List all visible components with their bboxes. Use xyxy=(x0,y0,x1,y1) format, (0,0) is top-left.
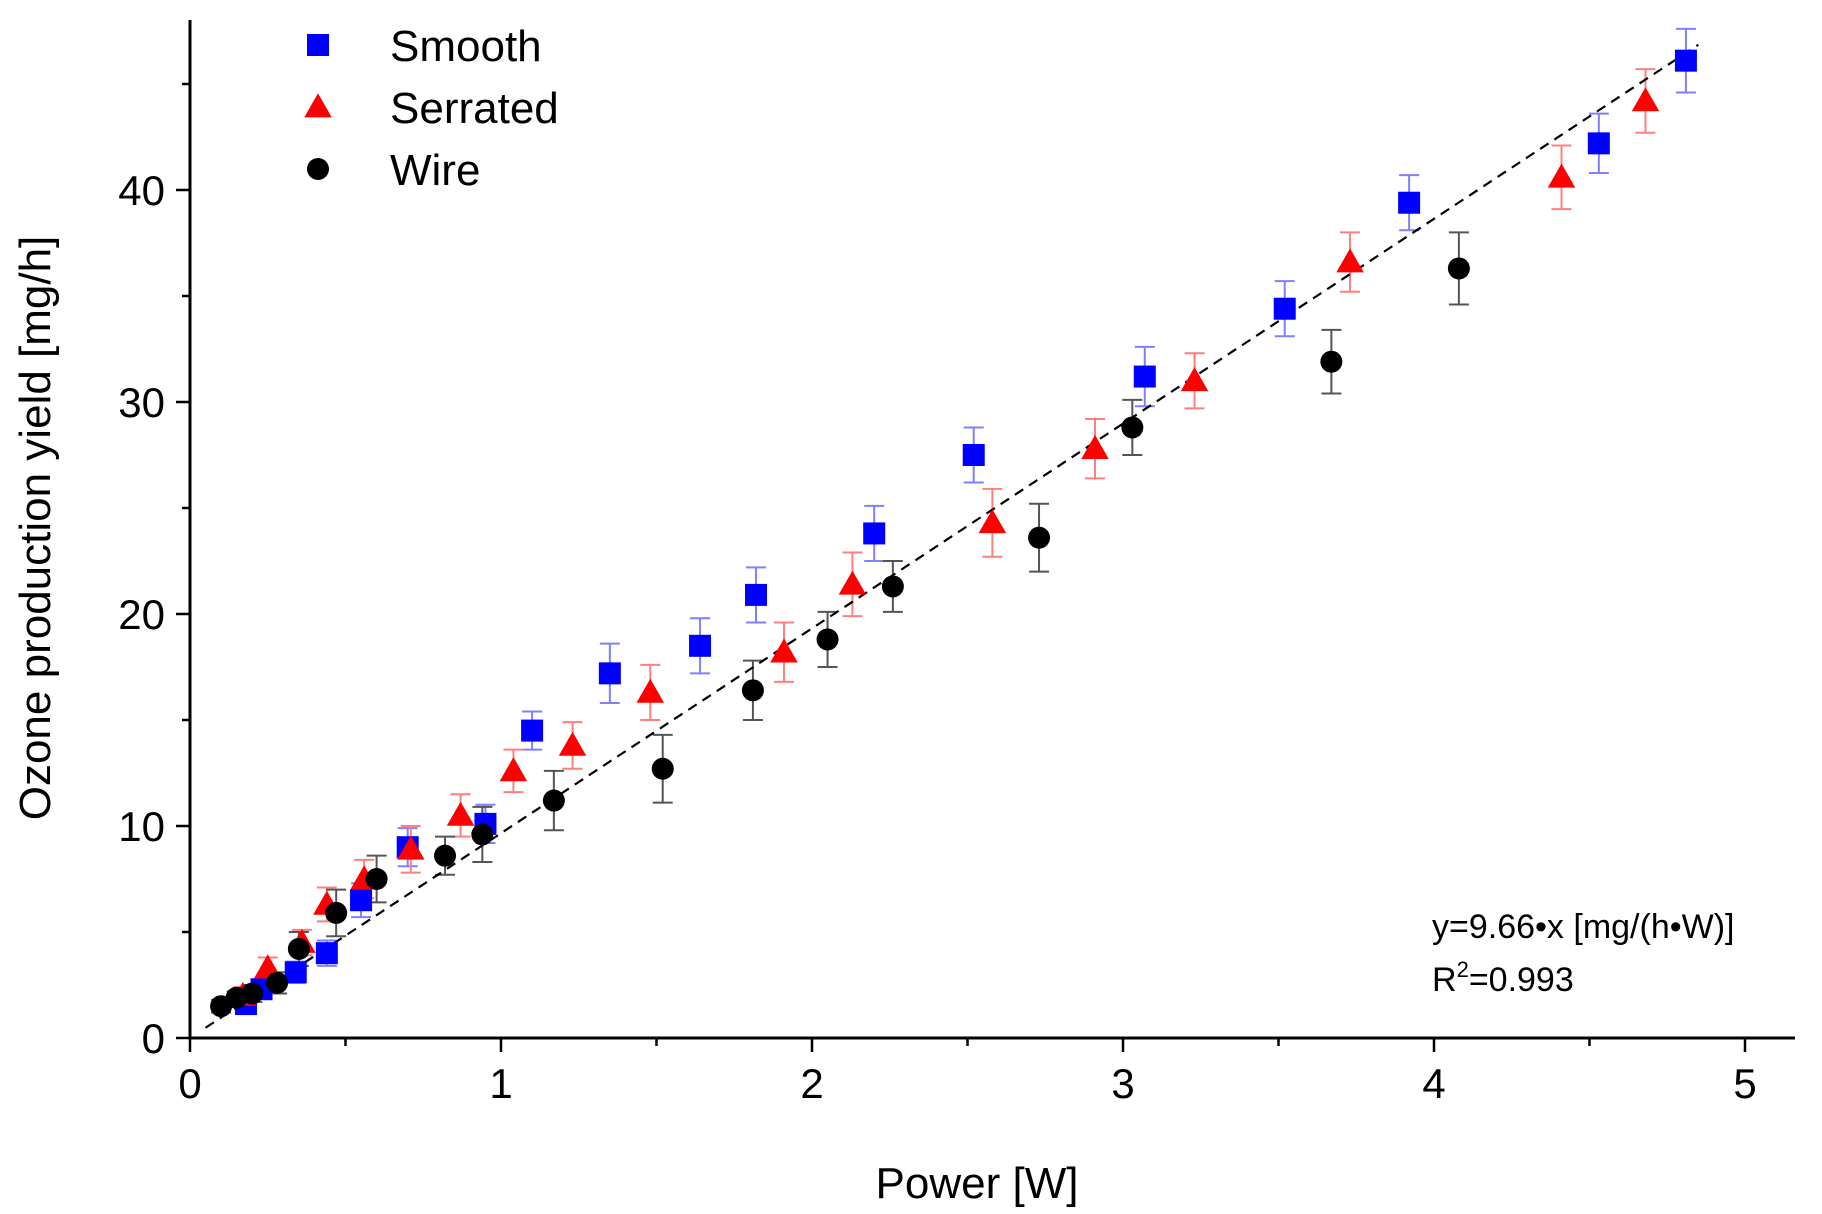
r-squared-prefix: R xyxy=(1432,961,1457,999)
fit-equation: y=9.66•x [mg/(h•W)] xyxy=(1432,908,1735,946)
smooth-point xyxy=(315,942,338,965)
x-tick-label: 1 xyxy=(489,1060,512,1107)
serrated-point xyxy=(978,509,1007,534)
legend-smooth-marker xyxy=(307,34,329,56)
serrated-point xyxy=(499,757,528,782)
x-tick-label: 5 xyxy=(1733,1060,1756,1107)
x-axis-title: Power [W] xyxy=(876,1159,1079,1208)
smooth-point xyxy=(284,961,307,984)
smooth-point xyxy=(1398,191,1421,214)
x-tick-label: 4 xyxy=(1422,1060,1445,1107)
x-tick-label: 0 xyxy=(178,1060,201,1107)
legend-wire-marker xyxy=(307,158,329,180)
legend-serrated-label: Serrated xyxy=(390,84,559,133)
smooth-point xyxy=(598,662,621,685)
wire-point xyxy=(881,575,904,598)
legend-wire-label: Wire xyxy=(390,146,480,195)
serrated-point xyxy=(1180,367,1209,392)
wire-point xyxy=(1121,416,1144,439)
smooth-point xyxy=(350,889,373,912)
smooth-point xyxy=(689,634,712,657)
y-axis-title: Ozone production yield [mg/h] xyxy=(11,236,60,821)
wire-point xyxy=(816,628,839,651)
wire-point xyxy=(1028,526,1051,549)
wire-point xyxy=(287,937,310,960)
smooth-point xyxy=(1674,49,1697,72)
smooth-point xyxy=(1133,365,1156,388)
serrated-point xyxy=(770,638,798,663)
axes: 0 1 2 3 4 5 0 10 20 30 40 xyxy=(118,20,1795,1107)
y-ticks: 0 10 20 30 40 xyxy=(118,82,190,1062)
wire-point xyxy=(434,844,457,867)
y-tick-label: 40 xyxy=(118,167,165,214)
serrated-point xyxy=(838,570,867,595)
smooth-point xyxy=(521,719,544,742)
x-tick-label: 3 xyxy=(1111,1060,1134,1107)
y-tick-label: 10 xyxy=(118,803,165,850)
serrated-point xyxy=(636,678,665,703)
r-squared: R2=0.993 xyxy=(1432,957,1574,999)
x-tick-label: 2 xyxy=(800,1060,823,1107)
wire-point xyxy=(1447,257,1470,280)
serrated-point xyxy=(558,731,587,756)
wire-point xyxy=(241,982,264,1005)
y-tick-label: 0 xyxy=(142,1015,165,1062)
wire-point xyxy=(1320,350,1343,373)
wire-point xyxy=(542,789,565,812)
smooth-point xyxy=(1587,132,1610,155)
wire-point xyxy=(741,679,764,702)
wire-point xyxy=(365,868,388,890)
smooth-point xyxy=(962,444,985,466)
legend-serrated-marker xyxy=(304,93,332,118)
serrated-point xyxy=(1547,163,1576,188)
r-squared-superscript: 2 xyxy=(1457,957,1469,982)
y-tick-label: 30 xyxy=(118,379,165,426)
legend-smooth-label: Smooth xyxy=(390,22,542,71)
smooth-point xyxy=(863,522,886,545)
serrated-point xyxy=(1081,434,1109,459)
wire-point xyxy=(266,971,289,994)
points-layer xyxy=(210,49,1697,1018)
wire-point xyxy=(325,901,348,924)
x-ticks: 0 1 2 3 4 5 xyxy=(178,1038,1757,1107)
serrated-point xyxy=(446,801,475,826)
r-squared-value: =0.993 xyxy=(1469,961,1574,999)
fit-line xyxy=(204,43,1699,1029)
serrated-point xyxy=(1336,248,1364,273)
wire-point xyxy=(651,757,674,780)
serrated-point xyxy=(397,835,425,860)
smooth-point xyxy=(1273,297,1296,320)
serrated-point xyxy=(1631,87,1660,112)
wire-point xyxy=(471,823,494,846)
legend: Smooth Serrated Wire xyxy=(304,22,559,195)
smooth-point xyxy=(745,583,768,606)
fit-annotation: y=9.66•x [mg/(h•W)] R2=0.993 xyxy=(1432,908,1735,999)
y-tick-label: 20 xyxy=(118,591,165,638)
